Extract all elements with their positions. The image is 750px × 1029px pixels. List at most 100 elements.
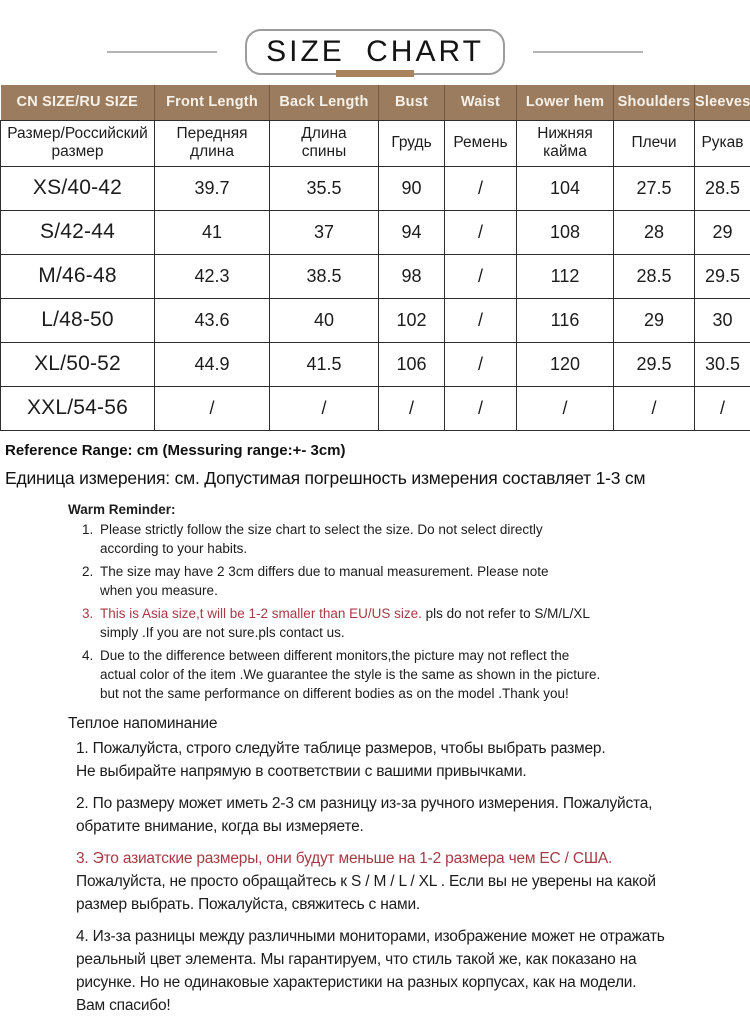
column-header-en: Shoulders <box>614 85 695 120</box>
measurement-value: 41 <box>155 210 270 254</box>
column-header-ru: Длина спины <box>270 120 379 166</box>
decorative-line-left <box>107 51 217 53</box>
measurement-value: / <box>445 298 517 342</box>
reminder-item-en: 1.Please strictly follow the size chart … <box>82 520 722 558</box>
measurement-value: 120 <box>517 342 614 386</box>
size-label: S/42-44 <box>1 210 155 254</box>
column-header-ru: Плечи <box>614 120 695 166</box>
body-text: The size may have 2 3cm differs due to m… <box>100 564 549 598</box>
reminder-item-number: 2. <box>82 562 100 600</box>
body-text: 4. Из-за разницы между различными монито… <box>76 928 665 1014</box>
measurement-value: 41.5 <box>270 342 379 386</box>
measurement-value: / <box>445 210 517 254</box>
measurement-value: 30.5 <box>695 342 750 386</box>
warm-reminder-list-en: 1.Please strictly follow the size chart … <box>82 520 750 703</box>
measurement-value: 98 <box>379 254 445 298</box>
alert-text: 3. Это азиатские размеры, они будут мень… <box>76 850 612 867</box>
measurement-value: / <box>695 386 750 430</box>
measurement-value: / <box>270 386 379 430</box>
alert-text: This is Asia size,t will be 1-2 smaller … <box>100 606 422 621</box>
measurement-value: / <box>445 342 517 386</box>
column-header-ru: Рукав <box>695 120 750 166</box>
size-label: XL/50-52 <box>1 342 155 386</box>
body-text: 2. По размеру может иметь 2-3 см разницу… <box>76 795 652 835</box>
reminder-item-text: Please strictly follow the size chart to… <box>100 520 543 558</box>
measurement-value: 28.5 <box>695 166 750 210</box>
reminder-item-text: This is Asia size,t will be 1-2 smaller … <box>100 604 590 642</box>
decorative-line-right <box>533 51 643 53</box>
measurement-value: 38.5 <box>270 254 379 298</box>
size-label: M/46-48 <box>1 254 155 298</box>
measurement-value: 30 <box>695 298 750 342</box>
measurement-value: 29.5 <box>614 342 695 386</box>
reminder-item-text: Due to the difference between different … <box>100 646 600 703</box>
warm-reminder-title-en: Warm Reminder: <box>68 502 750 517</box>
reminder-item-ru: 4. Из-за разницы между различными монито… <box>76 925 731 1017</box>
body-text: Пожалуйста, не просто обращайтесь к S / … <box>76 873 656 913</box>
measurement-value: / <box>614 386 695 430</box>
column-header-ru: Размер/Российский размер <box>1 120 155 166</box>
measurement-value: / <box>445 386 517 430</box>
measurement-value: / <box>445 166 517 210</box>
measurement-value: 29 <box>695 210 750 254</box>
column-header-ru: Нижняя кайма <box>517 120 614 166</box>
measurement-value: 112 <box>517 254 614 298</box>
measurement-value: / <box>517 386 614 430</box>
reminder-item-text: The size may have 2 3cm differs due to m… <box>100 562 549 600</box>
size-chart-header: SIZE CHART <box>0 29 750 75</box>
measurement-value: 29 <box>614 298 695 342</box>
size-row: XXL/54-56/////// <box>1 386 750 430</box>
reminder-item-ru: 2. По размеру может иметь 2-3 см разницу… <box>76 792 731 838</box>
measurement-value: 106 <box>379 342 445 386</box>
size-chart-title-box: SIZE CHART <box>245 29 505 75</box>
size-label: XS/40-42 <box>1 166 155 210</box>
reminder-item-en: 3.This is Asia size,t will be 1-2 smalle… <box>82 604 722 642</box>
measurement-value: 90 <box>379 166 445 210</box>
measurement-value: 29.5 <box>695 254 750 298</box>
size-label: L/48-50 <box>1 298 155 342</box>
measurement-value: 40 <box>270 298 379 342</box>
column-header-en: Lower hem <box>517 85 614 120</box>
column-header-en: Back Length <box>270 85 379 120</box>
reminder-item-ru: 1. Пожалуйста, строго следуйте таблице р… <box>76 737 731 783</box>
measurement-value: 94 <box>379 210 445 254</box>
reminder-item-en: 2.The size may have 2 3cm differs due to… <box>82 562 722 600</box>
reminder-item-number: 4. <box>82 646 100 703</box>
measurement-value: 42.3 <box>155 254 270 298</box>
measurement-value: 28 <box>614 210 695 254</box>
measurement-value: 37 <box>270 210 379 254</box>
reference-range-en: Reference Range: cm (Messuring range:+- … <box>5 442 750 459</box>
body-text: Please strictly follow the size chart to… <box>100 522 543 556</box>
reminder-item-en: 4.Due to the difference between differen… <box>82 646 722 703</box>
column-header-en: CN SIZE/RU SIZE <box>1 85 155 120</box>
reminder-item-number: 3. <box>82 604 100 642</box>
measurement-value: / <box>155 386 270 430</box>
column-header-ru: Передняя длина <box>155 120 270 166</box>
column-header-en: Waist <box>445 85 517 120</box>
column-header-ru: Ремень <box>445 120 517 166</box>
body-text: 1. Пожалуйста, строго следуйте таблице р… <box>76 740 605 780</box>
measurement-value: 102 <box>379 298 445 342</box>
warm-reminder-title-ru: Теплое напоминание <box>68 715 750 733</box>
page-title: SIZE CHART <box>266 35 484 69</box>
title-accent-underline <box>336 70 414 77</box>
column-header-en: Bust <box>379 85 445 120</box>
measurement-value: / <box>379 386 445 430</box>
column-header-ru: Грудь <box>379 120 445 166</box>
measurement-value: 28.5 <box>614 254 695 298</box>
column-header-en: Front Length <box>155 85 270 120</box>
measurement-value: 108 <box>517 210 614 254</box>
warm-reminder-list-ru: 1. Пожалуйста, строго следуйте таблице р… <box>76 737 750 1017</box>
column-header-en: Sleeves <box>695 85 750 120</box>
reminder-item-ru: 3. Это азиатские размеры, они будут мень… <box>76 847 731 916</box>
measurement-value: 43.6 <box>155 298 270 342</box>
measurement-value: 39.7 <box>155 166 270 210</box>
